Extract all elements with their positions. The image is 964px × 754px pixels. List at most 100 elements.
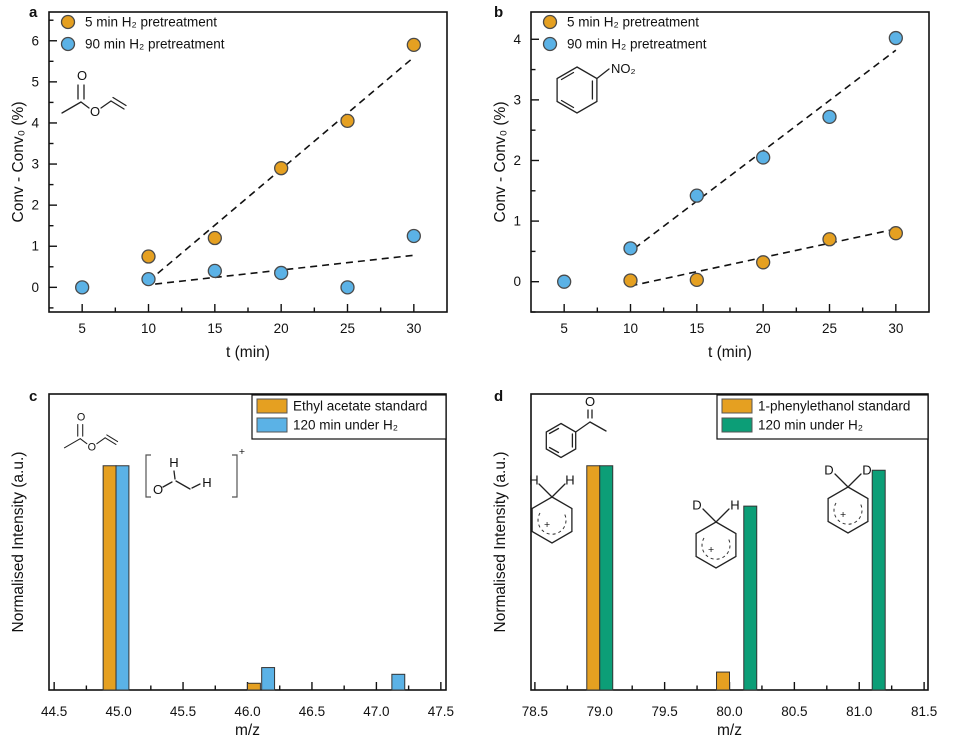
panel-b-letter: b bbox=[494, 4, 504, 21]
panel-a-chart: 5 10 15 20 25 30 0 1 2 3 4 5 6 t (min) Conv - Conv₀ (%… bbox=[10, 11, 448, 361]
legend-label: 5 min H₂ pretreatment bbox=[85, 15, 217, 30]
benzenium-ion-dh-structure: D H bbox=[692, 498, 740, 569]
y-axis-label: Normalised Intensity (a.u.) bbox=[492, 452, 509, 633]
vinyl-acetate-structure-small bbox=[63, 410, 119, 454]
panel-d: 78.5 79.0 79.5 80.0 80.5 81.0 81.5 m/z Normalise… bbox=[482, 377, 964, 754]
nitrobenzene-structure: NO₂ bbox=[556, 61, 636, 114]
deuterium-atom-label: D bbox=[824, 463, 833, 478]
x-tick-label: 20 bbox=[756, 321, 771, 336]
bar bbox=[743, 505, 758, 691]
x-tick-label: 80.5 bbox=[781, 704, 807, 719]
oxygen-atom-label: O bbox=[585, 394, 595, 409]
bar bbox=[871, 469, 886, 691]
bar bbox=[391, 673, 406, 691]
trend-line bbox=[155, 254, 414, 285]
hydrogen-atom-label: H bbox=[202, 475, 211, 490]
legend-marker bbox=[542, 14, 558, 30]
data-point bbox=[623, 273, 638, 288]
legend: Ethyl acetate standard 120 min under H₂ bbox=[251, 394, 447, 440]
x-tick-label: 78.5 bbox=[522, 704, 548, 719]
vinyl-acetate-structure: O O bbox=[61, 68, 127, 119]
x-tick-label: 46.5 bbox=[299, 704, 325, 719]
y-tick-label: 6 bbox=[31, 33, 39, 48]
oxocarbenium-ion-structure: + O H H bbox=[145, 446, 245, 498]
x-tick-label: 46.0 bbox=[234, 704, 260, 719]
chart-layer: 78.5 79.0 79.5 80.0 80.5 81.0 81.5 m/z Normalise… bbox=[492, 393, 937, 739]
charge-label: + bbox=[239, 446, 245, 458]
legend-label: 5 min H₂ pretreatment bbox=[567, 15, 699, 30]
data-point bbox=[822, 232, 837, 247]
y-tick-label: 4 bbox=[31, 115, 39, 130]
x-tick-label: 47.0 bbox=[363, 704, 389, 719]
y-tick-label: 3 bbox=[513, 92, 521, 107]
x-tick-label: 5 bbox=[78, 321, 86, 336]
x-tick-label: 5 bbox=[560, 321, 568, 336]
x-tick-label: 79.5 bbox=[651, 704, 677, 719]
legend-marker bbox=[60, 36, 76, 52]
data-point bbox=[274, 161, 289, 176]
data-point bbox=[406, 228, 421, 244]
x-axis-label: m/z bbox=[717, 722, 742, 739]
oxygen-atom-label: O bbox=[77, 68, 87, 83]
y-tick-label: 3 bbox=[31, 157, 39, 172]
x-tick-label: 81.0 bbox=[846, 704, 872, 719]
y-tick-label: 0 bbox=[513, 274, 521, 289]
hydrogen-atom-label: H bbox=[565, 473, 574, 488]
data-point bbox=[557, 274, 572, 289]
plot-frame bbox=[530, 11, 930, 313]
data-point bbox=[75, 280, 90, 295]
benzenium-ion-hh-structure: H H bbox=[529, 473, 575, 544]
data-point bbox=[340, 113, 355, 129]
x-tick-label: 25 bbox=[340, 321, 355, 336]
panel-c: 44.5 45.0 45.5 46.0 46.5 47.0 47.5 m/z Normalise… bbox=[0, 377, 482, 754]
data-point bbox=[340, 280, 355, 295]
legend-swatch bbox=[721, 417, 753, 433]
panel-c-chart: 44.5 45.0 45.5 46.0 46.5 47.0 47.5 m/z Normalise… bbox=[10, 393, 454, 739]
data-point bbox=[888, 226, 903, 241]
data-point bbox=[274, 265, 289, 281]
legend-swatch bbox=[721, 398, 753, 414]
legend-label: 120 min under H₂ bbox=[758, 418, 863, 433]
x-tick-label: 15 bbox=[689, 321, 704, 336]
y-tick-label: 0 bbox=[31, 280, 39, 295]
panel-b: 5 10 15 20 25 30 0 1 2 3 4 t (min) Conv - Conv₀ (%) 5… bbox=[482, 0, 964, 377]
panel-a-letter: a bbox=[29, 4, 38, 21]
benzenium-ion-dd-structure: D D bbox=[824, 463, 872, 534]
x-tick-label: 15 bbox=[207, 321, 222, 336]
panel-b-chart: 5 10 15 20 25 30 0 1 2 3 4 t (min) Conv - Conv₀ (%) 5… bbox=[492, 11, 930, 361]
y-tick-label: 1 bbox=[513, 214, 521, 229]
bar bbox=[599, 465, 614, 691]
plot-frame bbox=[48, 11, 448, 313]
bar bbox=[261, 667, 276, 691]
panel-c-letter: c bbox=[29, 388, 38, 405]
y-axis-label: Normalised Intensity (a.u.) bbox=[10, 452, 27, 633]
legend-marker bbox=[60, 14, 76, 30]
data-point bbox=[756, 255, 771, 270]
data-point bbox=[689, 272, 704, 288]
data-point bbox=[141, 271, 156, 287]
x-tick-label: 25 bbox=[822, 321, 837, 336]
bar bbox=[115, 465, 130, 691]
x-tick-label: 20 bbox=[274, 321, 289, 336]
panel-d-letter: d bbox=[494, 388, 504, 405]
legend: 5 min H₂ pretreatment 90 min H₂ pretreatm… bbox=[542, 14, 707, 52]
y-tick-label: 2 bbox=[513, 153, 521, 168]
legend-label: 90 min H₂ pretreatment bbox=[85, 37, 225, 52]
x-axis-label: t (min) bbox=[226, 344, 270, 361]
oxygen-atom-label: O bbox=[90, 104, 100, 119]
hydrogen-atom-label: H bbox=[730, 498, 739, 513]
panel-a: 5 10 15 20 25 30 0 1 2 3 4 5 6 t (min) Conv - Conv₀ (%… bbox=[0, 0, 482, 377]
data-point bbox=[207, 230, 222, 246]
x-tick-label: 10 bbox=[623, 321, 638, 336]
deuterium-atom-label: D bbox=[692, 498, 701, 513]
chart-layer: 5 10 15 20 25 30 0 1 2 3 4 5 6 t (min) Conv - Conv₀ (%… bbox=[10, 11, 448, 361]
data-point bbox=[756, 150, 771, 165]
x-tick-label: 79.0 bbox=[587, 704, 613, 719]
x-tick-label: 81.5 bbox=[911, 704, 937, 719]
deuterium-atom-label: D bbox=[862, 463, 871, 478]
y-axis-label: Conv - Conv₀ (%) bbox=[492, 102, 509, 223]
y-tick-label: 5 bbox=[31, 74, 39, 89]
y-axis-label: Conv - Conv₀ (%) bbox=[10, 102, 27, 223]
data-point bbox=[406, 37, 421, 53]
